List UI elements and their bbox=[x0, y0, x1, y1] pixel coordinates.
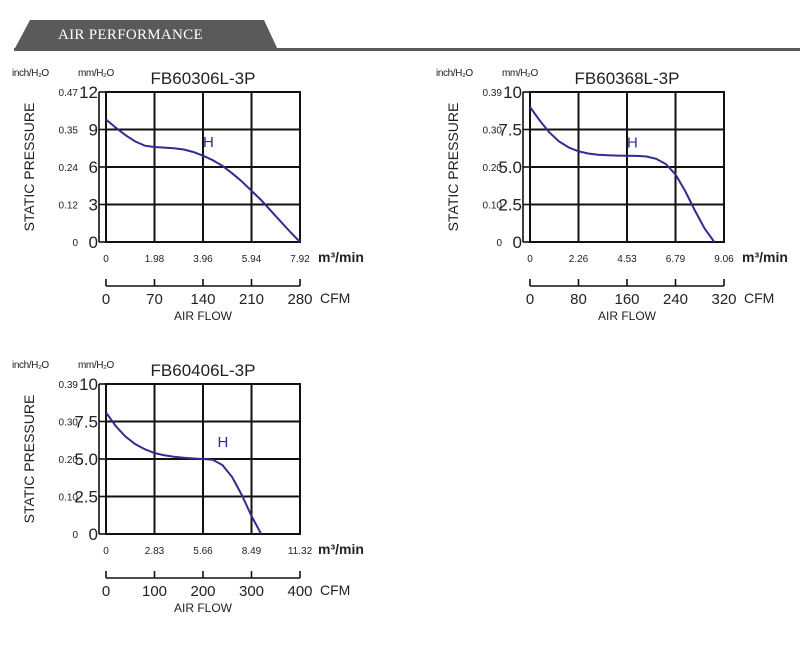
x-tick-label-cfm: 0 bbox=[526, 291, 534, 308]
x-tick-label-m3: 0 bbox=[103, 546, 109, 557]
x-tick-label-cfm: 400 bbox=[287, 583, 312, 600]
y-tick-label-inch: 0.30 bbox=[483, 126, 503, 137]
y-axis-label: STATIC PRESSURE bbox=[21, 395, 37, 524]
y-tick-label-mm: 0 bbox=[89, 233, 98, 252]
chart-svg: FB60368L-3P inch/H₂O mm/H₂O STATIC PRESSURE… bbox=[436, 68, 788, 323]
y-tick-label-mm: 5.0 bbox=[74, 450, 98, 469]
y-unit-mm: mm/H₂O bbox=[78, 68, 115, 79]
x-unit-cfm: CFM bbox=[744, 290, 774, 306]
series-line-h bbox=[529, 106, 716, 243]
y-tick-label-inch: 0.20 bbox=[59, 455, 79, 466]
y-axis-label: STATIC PRESSURE bbox=[21, 103, 37, 232]
x-unit-m3: m³/min bbox=[742, 249, 788, 265]
y-tick-label-mm: 10 bbox=[503, 83, 522, 102]
x-tick-label-cfm: 140 bbox=[190, 291, 215, 308]
x-tick-label-cfm: 240 bbox=[663, 291, 688, 308]
y-tick-label-mm: 0 bbox=[513, 233, 522, 252]
y-tick-label-inch: 0.30 bbox=[59, 418, 79, 429]
y-unit-inch: inch/H₂O bbox=[12, 68, 49, 79]
x-tick-label-m3: 7.92 bbox=[290, 254, 310, 265]
y-tick-label-inch: 0.10 bbox=[483, 201, 503, 212]
y-tick-label-mm: 3 bbox=[89, 196, 98, 215]
y-tick-label-mm: 2.5 bbox=[498, 196, 522, 215]
chart-svg: FB60406L-3P inch/H₂O mm/H₂O STATIC PRESSURE… bbox=[12, 360, 364, 615]
y-tick-label-inch: 0.39 bbox=[483, 88, 503, 99]
x-tick-label-m3: 1.98 bbox=[145, 254, 165, 265]
section-header-bar bbox=[14, 20, 800, 52]
x-tick-label-m3: 5.66 bbox=[193, 546, 213, 557]
y-tick-label-mm: 0 bbox=[89, 525, 98, 544]
chart-svg: FB60306L-3P inch/H₂O mm/H₂O STATIC PRESSURE… bbox=[12, 68, 364, 323]
chart-title: FB60306L-3P bbox=[151, 69, 256, 88]
x-tick-label-m3: 8.49 bbox=[242, 546, 262, 557]
x-tick-label-cfm: 200 bbox=[190, 583, 215, 600]
x-tick-label-m3: 2.83 bbox=[145, 546, 165, 557]
y-tick-label-inch: 0.20 bbox=[483, 163, 503, 174]
x-tick-label-cfm: 300 bbox=[239, 583, 264, 600]
y-tick-label-mm: 7.5 bbox=[74, 413, 98, 432]
x-unit-cfm: CFM bbox=[320, 290, 350, 306]
x-axis-label: AIR FLOW bbox=[174, 309, 233, 323]
x-tick-label-m3: 2.26 bbox=[569, 254, 589, 265]
fan-curve-chart-fb60306l-3p: FB60306L-3P inch/H₂O mm/H₂O STATIC PRESSURE… bbox=[10, 64, 390, 334]
y-axis-label: STATIC PRESSURE bbox=[445, 103, 461, 232]
x-tick-label-m3: 11.32 bbox=[288, 546, 313, 557]
y-tick-label-mm: 2.5 bbox=[74, 488, 98, 507]
y-tick-label-mm: 5.0 bbox=[498, 158, 522, 177]
y-tick-label-inch: 0 bbox=[496, 238, 502, 249]
chart-title: FB60368L-3P bbox=[575, 69, 680, 88]
y-tick-label-inch: 0.39 bbox=[59, 380, 79, 391]
series-line-h bbox=[105, 118, 301, 243]
x-tick-label-cfm: 0 bbox=[102, 583, 110, 600]
y-unit-inch: inch/H₂O bbox=[436, 68, 473, 79]
y-tick-label-inch: 0.12 bbox=[59, 201, 79, 212]
y-tick-label-mm: 10 bbox=[79, 375, 98, 394]
series-line-h bbox=[105, 411, 263, 535]
y-tick-label-inch: 0.47 bbox=[59, 88, 79, 99]
x-tick-label-m3: 5.94 bbox=[242, 254, 262, 265]
section-title: AIR PERFORMANCE bbox=[58, 27, 203, 43]
x-tick-label-m3: 3.96 bbox=[193, 254, 213, 265]
y-tick-label-mm: 9 bbox=[89, 121, 98, 140]
x-unit-cfm: CFM bbox=[320, 582, 350, 598]
y-tick-label-mm: 7.5 bbox=[498, 121, 522, 140]
x-axis-label: AIR FLOW bbox=[174, 601, 233, 615]
x-tick-label-cfm: 100 bbox=[142, 583, 167, 600]
x-axis-label: AIR FLOW bbox=[598, 309, 657, 323]
x-tick-label-m3: 9.06 bbox=[714, 254, 734, 265]
x-tick-label-cfm: 70 bbox=[146, 291, 163, 308]
x-tick-label-cfm: 210 bbox=[239, 291, 264, 308]
series-label: H bbox=[203, 134, 214, 151]
fan-curve-chart-fb60406l-3p: FB60406L-3P inch/H₂O mm/H₂O STATIC PRESSURE… bbox=[10, 356, 390, 626]
y-tick-label-inch: 0.24 bbox=[59, 163, 79, 174]
y-tick-label-inch: 0.10 bbox=[59, 493, 79, 504]
x-tick-label-cfm: 320 bbox=[711, 291, 736, 308]
y-unit-mm: mm/H₂O bbox=[502, 68, 539, 79]
x-tick-label-m3: 0 bbox=[103, 254, 109, 265]
series-label: H bbox=[627, 135, 638, 152]
x-unit-m3: m³/min bbox=[318, 541, 364, 557]
section-header-tab bbox=[14, 20, 278, 50]
x-tick-label-cfm: 0 bbox=[102, 291, 110, 308]
x-unit-m3: m³/min bbox=[318, 249, 364, 265]
chart-title: FB60406L-3P bbox=[151, 361, 256, 380]
y-tick-label-inch: 0 bbox=[72, 238, 78, 249]
fan-curve-chart-fb60368l-3p: FB60368L-3P inch/H₂O mm/H₂O STATIC PRESSURE… bbox=[434, 64, 810, 334]
x-tick-label-m3: 0 bbox=[527, 254, 533, 265]
x-tick-label-cfm: 160 bbox=[614, 291, 639, 308]
x-tick-label-cfm: 280 bbox=[287, 291, 312, 308]
y-tick-label-inch: 0.35 bbox=[59, 126, 79, 137]
y-tick-label-mm: 12 bbox=[79, 83, 98, 102]
y-unit-mm: mm/H₂O bbox=[78, 360, 115, 371]
series-label: H bbox=[218, 434, 229, 451]
section-header-divider bbox=[14, 48, 800, 51]
y-tick-label-inch: 0 bbox=[72, 530, 78, 541]
y-unit-inch: inch/H₂O bbox=[12, 360, 49, 371]
x-tick-label-m3: 4.53 bbox=[617, 254, 637, 265]
x-tick-label-cfm: 80 bbox=[570, 291, 587, 308]
x-tick-label-m3: 6.79 bbox=[666, 254, 686, 265]
y-tick-label-mm: 6 bbox=[89, 158, 98, 177]
